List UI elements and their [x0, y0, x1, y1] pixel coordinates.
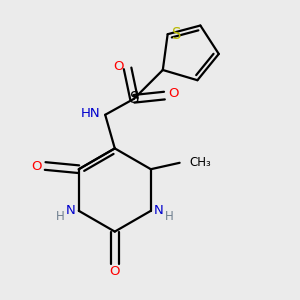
Text: N: N: [66, 204, 76, 217]
Text: HN: HN: [80, 107, 100, 120]
Text: O: O: [168, 88, 178, 100]
Text: CH₃: CH₃: [190, 156, 212, 169]
Text: O: O: [113, 60, 124, 73]
Text: N: N: [154, 204, 164, 217]
Text: H: H: [56, 210, 64, 223]
Text: O: O: [110, 265, 120, 278]
Text: O: O: [31, 160, 41, 172]
Text: S: S: [172, 27, 181, 42]
Text: S: S: [130, 91, 140, 106]
Text: H: H: [165, 210, 174, 223]
